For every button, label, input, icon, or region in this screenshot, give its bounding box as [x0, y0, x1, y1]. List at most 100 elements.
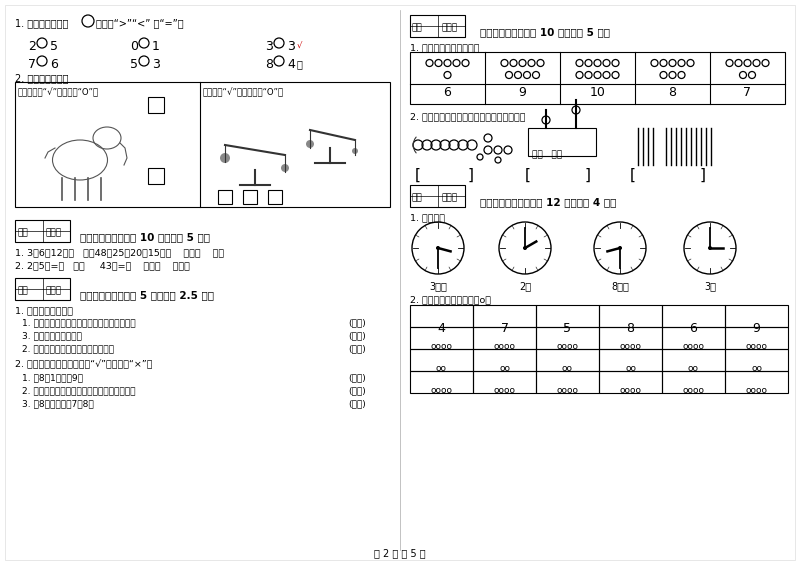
Bar: [473, 327, 536, 349]
Text: 8: 8: [626, 322, 634, 335]
Text: 3. 长方形就是正方形。: 3. 长方形就是正方形。: [22, 331, 82, 340]
Text: 8: 8: [669, 86, 677, 99]
Text: 十位   个位: 十位 个位: [532, 150, 562, 159]
Text: 。: 。: [297, 59, 303, 69]
Text: 2. 下面的说法对吗，对的打“√”，错的打“×”。: 2. 下面的说法对吗，对的打“√”，错的打“×”。: [15, 360, 153, 370]
Text: √: √: [297, 41, 302, 50]
Circle shape: [352, 148, 358, 154]
Text: 3: 3: [152, 58, 160, 71]
Text: oooo: oooo: [682, 386, 705, 395]
Text: 2. 划一划。（划去多余的o）: 2. 划一划。（划去多余的o）: [410, 295, 491, 304]
Bar: [410, 185, 465, 207]
Text: 6: 6: [443, 86, 451, 99]
Text: oooo: oooo: [430, 342, 453, 351]
Text: oooo: oooo: [430, 386, 453, 395]
Bar: [15, 220, 70, 242]
Text: 1. 比8大1的数是9。: 1. 比8大1的数是9。: [22, 373, 83, 382]
Bar: [599, 371, 662, 393]
Bar: [473, 371, 536, 393]
Bar: [536, 327, 599, 349]
Bar: [268, 190, 282, 204]
Text: 评卷人: 评卷人: [46, 228, 62, 237]
Text: (　　): ( ): [348, 386, 366, 395]
Text: 6: 6: [690, 322, 698, 335]
Text: (　　): ( ): [348, 331, 366, 340]
Text: oooo: oooo: [494, 342, 515, 351]
Text: 4: 4: [287, 58, 295, 71]
Text: 1. 比一比大小，在: 1. 比一比大小，在: [15, 18, 68, 28]
Circle shape: [412, 222, 464, 274]
Bar: [410, 52, 785, 104]
Text: 3: 3: [287, 40, 295, 53]
Text: 得分: 得分: [18, 228, 29, 237]
Text: 4: 4: [438, 322, 446, 335]
Text: (　　): ( ): [348, 344, 366, 353]
Text: 2: 2: [28, 40, 36, 53]
Text: 7: 7: [501, 322, 509, 335]
Text: 5: 5: [50, 40, 58, 53]
Bar: [148, 168, 164, 184]
Text: [: [: [630, 168, 636, 183]
Text: ]: ]: [585, 168, 591, 183]
Text: 3: 3: [265, 40, 273, 53]
Circle shape: [684, 222, 736, 274]
Text: 9: 9: [518, 86, 526, 99]
Circle shape: [523, 246, 527, 250]
Text: 得分: 得分: [412, 193, 422, 202]
Bar: [536, 349, 599, 371]
Text: 最轻的画“√”，最重的画“O”。: 最轻的画“√”，最重的画“O”。: [203, 88, 284, 97]
Bar: [473, 349, 536, 371]
Text: 七、看图说话（本题公 12 分，每题 4 分）: 七、看图说话（本题公 12 分，每题 4 分）: [480, 197, 616, 207]
Text: 1. 连一连。: 1. 连一连。: [410, 213, 445, 222]
Text: 评卷人: 评卷人: [441, 23, 457, 32]
Text: oooo: oooo: [557, 386, 578, 395]
Bar: [725, 327, 788, 349]
Bar: [662, 349, 725, 371]
Text: 2. 2元5角=（   ）角     43角=（    ）元（    ）角。: 2. 2元5角=（ ）角 43角=（ ）元（ ）角。: [15, 261, 190, 270]
Bar: [536, 305, 599, 327]
Text: 5: 5: [563, 322, 571, 335]
Text: oooo: oooo: [557, 342, 578, 351]
Bar: [473, 305, 536, 327]
Text: 9: 9: [753, 322, 761, 335]
Text: oo: oo: [499, 364, 510, 373]
Bar: [410, 349, 473, 371]
Bar: [725, 305, 788, 327]
Text: oo: oo: [562, 364, 573, 373]
Text: 1: 1: [152, 40, 160, 53]
Text: 2. 看图，比一比。: 2. 看图，比一比。: [15, 73, 69, 83]
Text: 1. 数的认识，看数涂色。: 1. 数的认识，看数涂色。: [410, 43, 479, 52]
Text: 7: 7: [743, 86, 751, 99]
Text: 评卷人: 评卷人: [441, 193, 457, 202]
Text: 里填上“>”“<” 或“=”。: 里填上“>”“<” 或“=”。: [96, 18, 184, 28]
Text: oooo: oooo: [494, 386, 515, 395]
Text: 评卷人: 评卷人: [46, 286, 62, 295]
Circle shape: [594, 222, 646, 274]
Text: ]: ]: [700, 168, 706, 183]
Circle shape: [281, 164, 289, 172]
Text: oo: oo: [625, 364, 636, 373]
Text: 1. 3、6、12、（   ），48；25、20、15、（    ）、（    ）。: 1. 3、6、12、（ ），48；25、20、15、（ ）、（ ）。: [15, 248, 224, 257]
Bar: [148, 97, 164, 113]
Text: oooo: oooo: [619, 342, 642, 351]
Text: 2. 你能看图写数吗？越快越好，但别写错。: 2. 你能看图写数吗？越快越好，但别写错。: [410, 112, 526, 121]
Text: oo: oo: [751, 364, 762, 373]
Text: [: [: [525, 168, 531, 183]
Bar: [662, 305, 725, 327]
Bar: [725, 349, 788, 371]
Text: 0: 0: [130, 40, 138, 53]
Text: 得分: 得分: [412, 23, 422, 32]
Text: 2. 从右边起，第一位是十位，第二位是个位。: 2. 从右边起，第一位是十位，第二位是个位。: [22, 386, 135, 395]
Text: 5: 5: [130, 58, 138, 71]
Text: oo: oo: [436, 364, 447, 373]
Text: 四、选一选（本题公 10 分，每题 5 分）: 四、选一选（本题公 10 分，每题 5 分）: [80, 232, 210, 242]
Bar: [536, 371, 599, 393]
Circle shape: [306, 140, 314, 148]
Text: 7: 7: [28, 58, 36, 71]
Bar: [15, 82, 390, 207]
Text: 1. 两个一样大的正方形可以拼成一个长方形。: 1. 两个一样大的正方形可以拼成一个长方形。: [22, 318, 136, 327]
Bar: [15, 278, 70, 300]
Text: 五、对与错（本题公 5 分，每题 2.5 分）: 五、对与错（本题公 5 分，每题 2.5 分）: [80, 290, 214, 300]
Text: 3时半: 3时半: [429, 281, 447, 291]
Bar: [528, 128, 596, 156]
